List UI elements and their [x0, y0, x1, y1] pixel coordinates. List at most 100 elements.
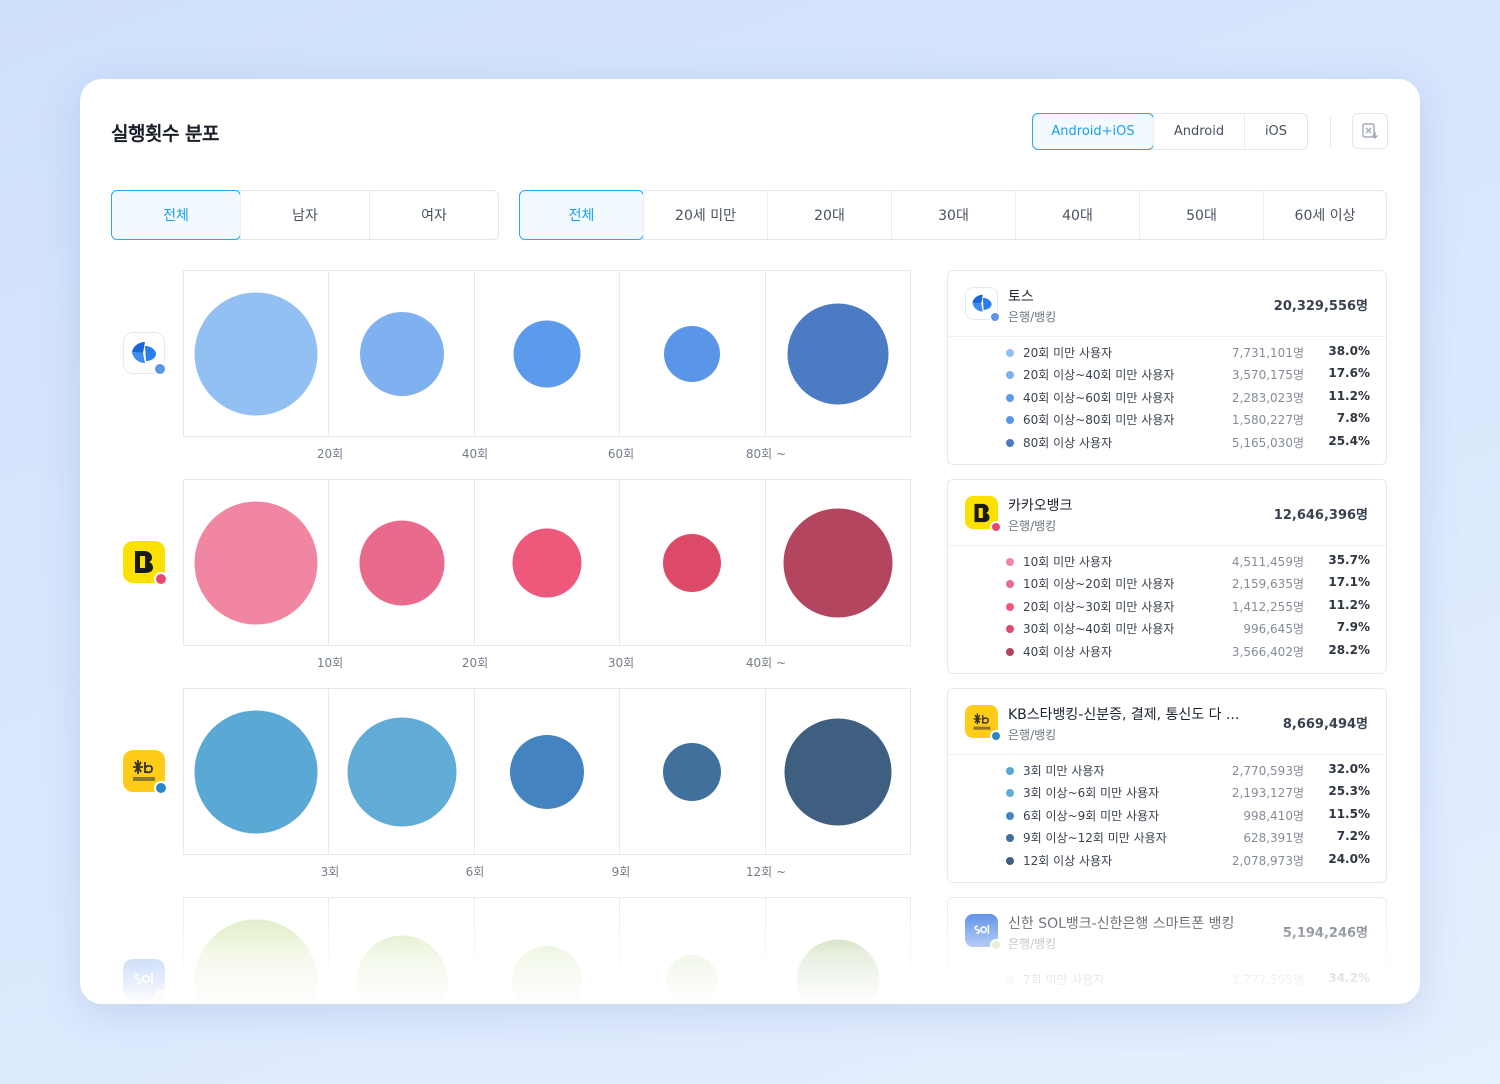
kakaobank-logo-icon [965, 496, 1002, 533]
tab-age-under-20[interactable]: 20세 미만 [643, 191, 767, 239]
app-name: 카카오뱅크 [1008, 498, 1073, 514]
app-category: 은행/뱅킹 [1008, 937, 1057, 951]
item-count: 996,645명 [1243, 622, 1304, 636]
app-total-users: 5,194,246명 [1282, 926, 1368, 941]
item-count: 7,731,101명 [1231, 346, 1304, 360]
tab-gender-all[interactable]: 전체 [111, 190, 241, 240]
legend-dot [1006, 580, 1014, 588]
list-item: 20회 이상~30회 미만 사용자 1,412,255명 11.2% [1006, 598, 1370, 616]
panel-divider [948, 754, 1386, 755]
app-category: 은행/뱅킹 [1008, 519, 1057, 533]
app-detail-panel: 토스 은행/뱅킹 20,329,556명 20회 미만 사용자 7,731,101… [947, 270, 1387, 465]
item-count: 1,580,227명 [1231, 413, 1304, 427]
bubble-cell [328, 480, 473, 645]
legend-dot [1006, 625, 1014, 633]
list-item: 60회 이상~80회 미만 사용자 1,580,227명 7.8% [1006, 411, 1370, 429]
category-badge [154, 990, 168, 1004]
app-detail-panel: 카카오뱅크 은행/뱅킹 12,646,396명 10회 미만 사용자 4,511,… [947, 479, 1387, 674]
item-percent: 25.3% [1328, 784, 1370, 798]
tab-age-all[interactable]: 전체 [519, 190, 644, 240]
bubble-cell [184, 689, 328, 854]
app-row: 10회 20회 30회 40회 ~ 카카오뱅크 은행/뱅킹 12,646,396… [80, 479, 1420, 684]
app-row: 20회 40회 60회 80회 ~ 토스 은행/뱅킹 20,329,556명 2… [80, 270, 1420, 475]
bubble-cell [328, 271, 473, 436]
tab-ios[interactable]: iOS [1244, 114, 1307, 149]
item-count: 998,410명 [1243, 809, 1304, 823]
app-name: KB스타뱅킹-신분증, 결제, 통신도 다 ... [1008, 707, 1240, 723]
tab-age-30s[interactable]: 30대 [891, 191, 1015, 239]
bubble-cell [473, 480, 619, 645]
kakaobank-logo-icon [123, 541, 168, 586]
list-item: 12회 이상 사용자 2,078,973명 24.0% [1006, 852, 1370, 870]
item-percent: 11.2% [1328, 389, 1370, 403]
category-badge [990, 730, 1002, 742]
page-title: 실행횟수 분포 [111, 123, 220, 145]
bubble-cell [619, 689, 764, 854]
x-tick-label: 20회 [461, 656, 489, 670]
item-percent: 32.0% [1328, 762, 1370, 776]
gender-selector: 전체 남자 여자 [111, 190, 499, 240]
tab-age-50s[interactable]: 50대 [1139, 191, 1263, 239]
tab-gender-female[interactable]: 여자 [369, 191, 498, 239]
legend-dot [1006, 349, 1014, 357]
legend-dot [1006, 767, 1014, 775]
bubble-grid [183, 479, 911, 646]
item-label: 40회 이상 사용자 [1023, 645, 1113, 659]
tab-age-20s[interactable]: 20대 [767, 191, 891, 239]
app-name: 신한 SOL뱅크-신한은행 스마트폰 뱅킹 [1008, 916, 1235, 932]
shinhan-sol-logo-icon [965, 914, 1002, 951]
legend-dot [1006, 789, 1014, 797]
tab-age-40s[interactable]: 40대 [1015, 191, 1139, 239]
item-percent: 24.0% [1328, 852, 1370, 866]
app-detail-panel: 신한 SOL뱅크-신한은행 스마트폰 뱅킹 은행/뱅킹 5,194,246명 7… [947, 897, 1387, 1004]
app-total-users: 8,669,494명 [1282, 717, 1368, 732]
bubble [359, 311, 444, 396]
item-count: 2,193,127명 [1231, 786, 1304, 800]
item-count: 2,159,635명 [1231, 577, 1304, 591]
x-tick-label: 6회 [465, 865, 485, 879]
list-item: 40회 이상~60회 미만 사용자 2,283,023명 11.2% [1006, 389, 1370, 407]
tab-android-ios[interactable]: Android+iOS [1032, 113, 1154, 150]
list-item: 10회 이상~20회 미만 사용자 2,159,635명 17.1% [1006, 575, 1370, 593]
app-total-users: 20,329,556명 [1273, 299, 1368, 314]
item-percent: 25.4% [1328, 434, 1370, 448]
list-item: 20회 이상~40회 미만 사용자 3,570,175명 17.6% [1006, 366, 1370, 384]
list-item: 7회 미만 사용자 1,777,595명 34.2% [1006, 971, 1370, 989]
item-label: 60회 이상~80회 미만 사용자 [1023, 413, 1175, 427]
toss-logo-icon [965, 287, 1001, 323]
bubble [347, 717, 457, 826]
item-percent: 28.2% [1328, 643, 1370, 657]
item-count: 5,165,030명 [1231, 436, 1304, 450]
legend-dot [1006, 394, 1014, 402]
bubble [796, 939, 880, 1004]
category-badge [153, 362, 167, 376]
x-tick-label: 80회 ~ [745, 447, 787, 461]
tab-android[interactable]: Android [1153, 114, 1244, 149]
item-label: 20회 미만 사용자 [1023, 346, 1113, 360]
bubble-cell [619, 271, 764, 436]
bubble-cell [473, 898, 619, 1004]
app-name: 토스 [1008, 289, 1034, 305]
bubble [783, 508, 893, 617]
tab-age-60-plus[interactable]: 60세 이상 [1263, 191, 1386, 239]
app-row: 신한 SOL뱅크-신한은행 스마트폰 뱅킹 은행/뱅킹 5,194,246명 7… [80, 897, 1420, 1004]
bubble-cell [184, 271, 328, 436]
item-label: 3회 미만 사용자 [1023, 764, 1105, 778]
list-item: 6회 이상~9회 미만 사용자 998,410명 11.5% [1006, 807, 1370, 825]
item-percent: 11.2% [1328, 598, 1370, 612]
bubble-cell [328, 898, 473, 1004]
bubble-cell [473, 271, 619, 436]
item-percent: 35.7% [1328, 553, 1370, 567]
list-item: 3회 이상~6회 미만 사용자 2,193,127명 25.3% [1006, 784, 1370, 802]
item-label: 80회 이상 사용자 [1023, 436, 1113, 450]
item-percent: 11.5% [1328, 807, 1370, 821]
bubble [787, 303, 889, 404]
excel-download-button[interactable] [1352, 113, 1388, 149]
bubble-cell [764, 898, 910, 1004]
header-divider [1330, 117, 1331, 147]
item-percent: 7.8% [1336, 411, 1370, 425]
item-count: 1,412,255명 [1231, 600, 1304, 614]
item-label: 9회 이상~12회 미만 사용자 [1023, 831, 1167, 845]
list-item: 40회 이상 사용자 3,566,402명 28.2% [1006, 643, 1370, 661]
tab-gender-male[interactable]: 남자 [240, 191, 369, 239]
